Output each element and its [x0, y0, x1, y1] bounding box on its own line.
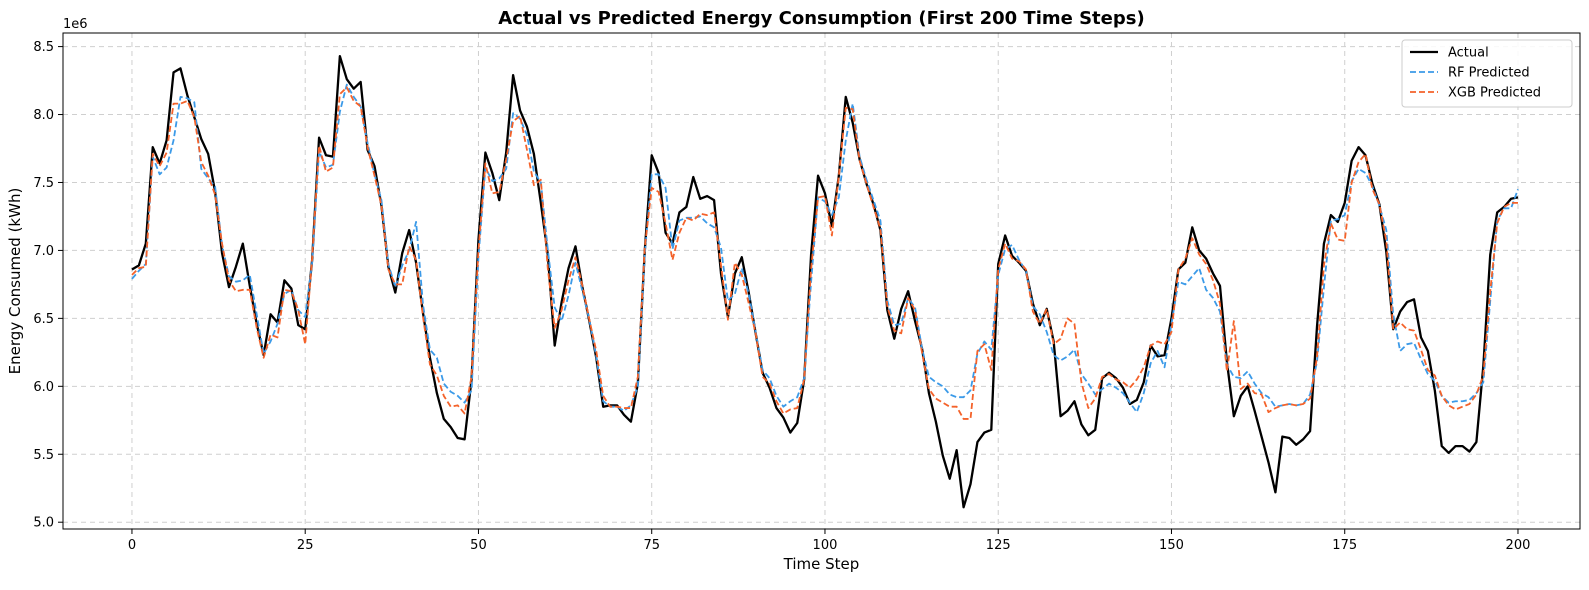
legend-box — [1401, 39, 1573, 108]
x-tick-label: 175 — [1332, 538, 1357, 553]
y-tick-label: 6.5 — [33, 312, 54, 327]
y-tick-label: 6.0 — [33, 380, 54, 395]
y-axis-offset-label: 1e6 — [63, 17, 88, 32]
series-line-xgb-predicted — [131, 86, 1518, 420]
chart-title: Actual vs Predicted Energy Consumption (… — [498, 8, 1144, 29]
x-axis-label: Time Step — [783, 555, 860, 573]
legend-label: Actual — [1448, 46, 1489, 61]
x-tick-label: 200 — [1506, 538, 1531, 553]
x-tick-label: 25 — [297, 538, 314, 553]
y-axis-label: Energy Consumed (kWh) — [6, 188, 24, 375]
plot-area-frame — [62, 32, 1581, 530]
x-tick-label: 50 — [470, 538, 487, 553]
y-tick-label: 7.0 — [33, 244, 54, 259]
legend-label: XGB Predicted — [1448, 86, 1541, 101]
series-lines — [131, 54, 1519, 509]
legend: Actual RF Predicted XGB Predicted — [1401, 39, 1573, 108]
y-tick-label: 8.5 — [33, 40, 54, 55]
y-tick-label: 7.5 — [33, 176, 54, 191]
x-tick-label: 150 — [1159, 538, 1184, 553]
series-line-actual — [131, 54, 1519, 509]
x-tick-label: 100 — [813, 538, 838, 553]
y-tick-label: 5.0 — [33, 516, 54, 531]
y-tick-label: 8.0 — [33, 108, 54, 123]
x-tick-label: 0 — [128, 538, 136, 553]
y-tick-label: 5.5 — [33, 448, 54, 463]
x-tick-label: 125 — [986, 538, 1011, 553]
legend-label: RF Predicted — [1448, 66, 1530, 81]
axis-ticks: 0 25 50 75 100 125 150 175 200 5.0 5.5 6.0 6.5 7.0 7.5… — [33, 40, 1530, 553]
x-tick-label: 75 — [643, 538, 660, 553]
